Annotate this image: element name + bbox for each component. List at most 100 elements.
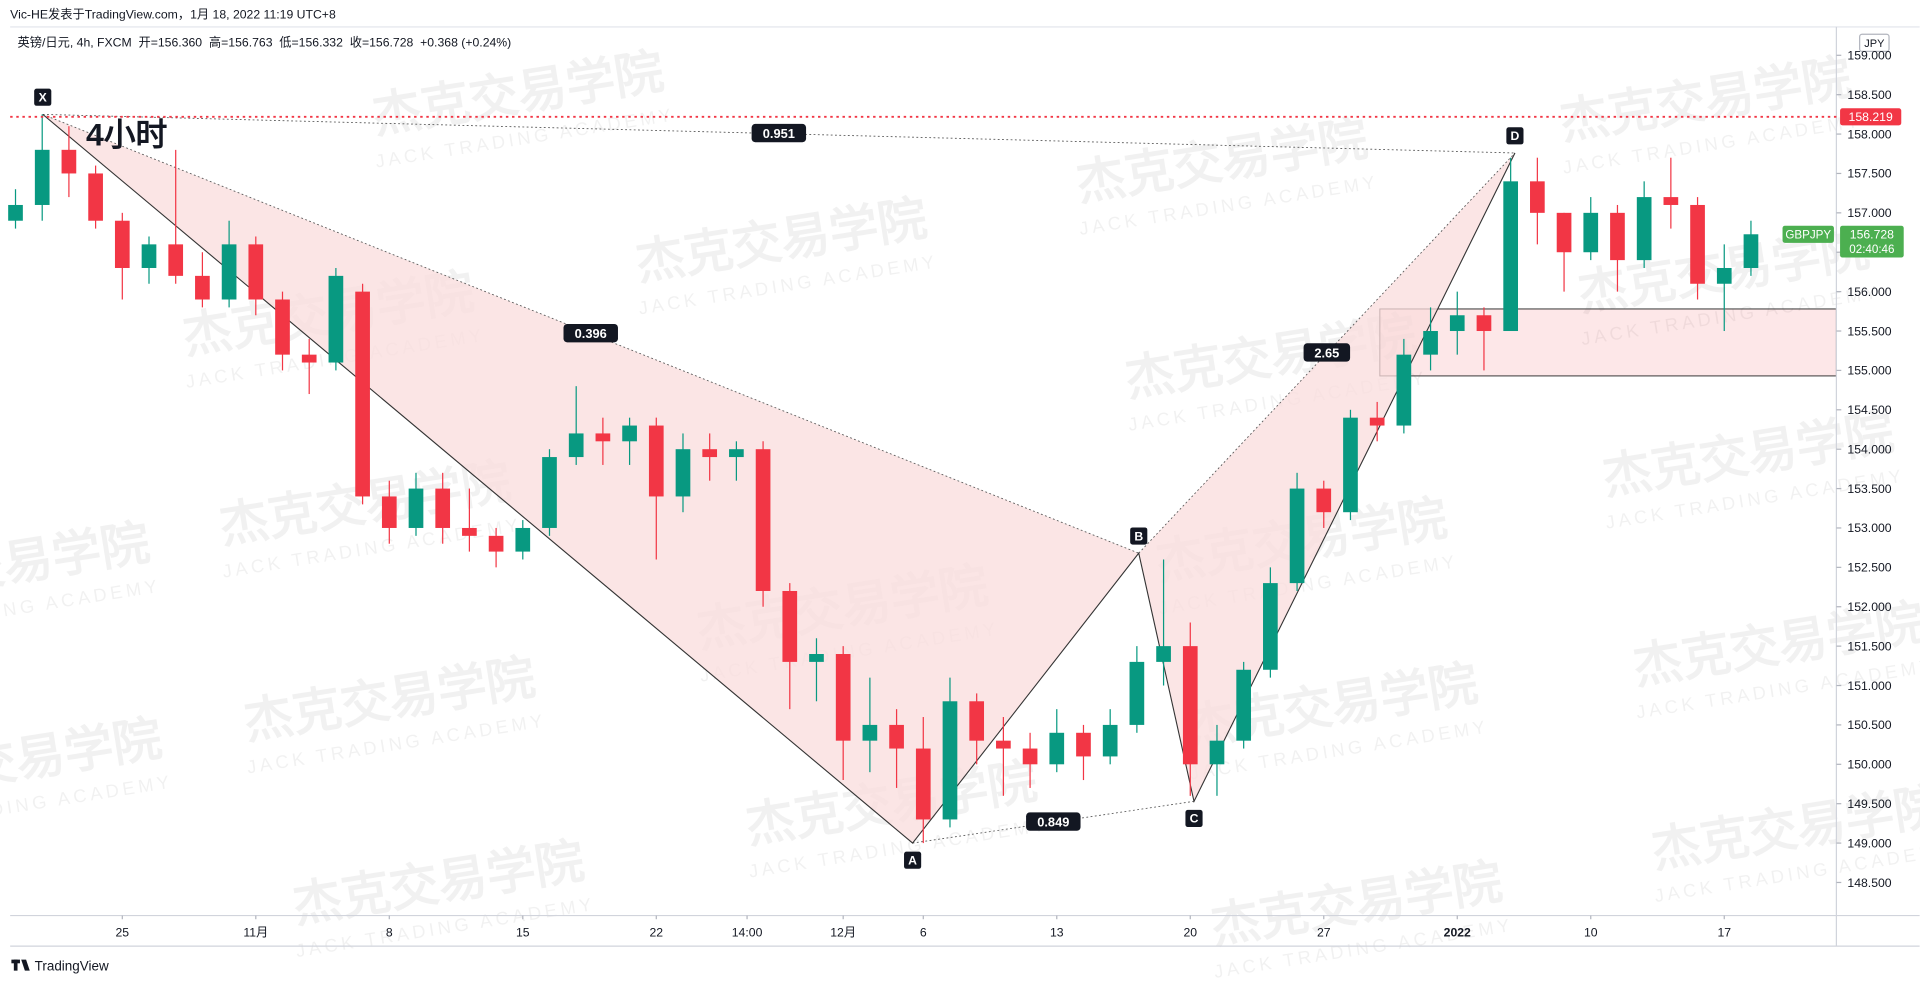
y-tick-label: 155.500 xyxy=(1847,324,1891,338)
ratio-label: 0.396 xyxy=(575,326,607,341)
level-tag xyxy=(1840,108,1902,126)
y-tick-label: 151.500 xyxy=(1847,639,1891,653)
candle-body xyxy=(702,449,718,458)
point-box xyxy=(34,88,52,106)
y-tick-label: 158.000 xyxy=(1847,127,1891,141)
candle-body xyxy=(915,748,931,820)
symbol-line: 英镑/日元, 4h, FXCM 开=156.360 高=156.763 低=15… xyxy=(18,35,512,50)
candle-body xyxy=(328,275,344,363)
pattern-triangle-bcd xyxy=(1138,152,1515,802)
pattern-ratio-line xyxy=(42,113,1515,154)
candle-body xyxy=(1610,212,1625,261)
candle-body xyxy=(1369,417,1385,426)
candle-body xyxy=(542,457,557,528)
candle-body xyxy=(275,299,290,355)
footer-logo xyxy=(11,959,30,971)
candle-body xyxy=(381,496,397,528)
candle-body xyxy=(755,449,771,591)
point-box xyxy=(1506,127,1524,145)
x-tick-label: 11月 xyxy=(243,925,268,939)
ratio-box xyxy=(751,123,807,143)
point-label: D xyxy=(1511,129,1520,143)
countdown-label: 02:40:46 xyxy=(1849,243,1894,256)
candle-body xyxy=(1049,732,1065,765)
x-tick-label: 8 xyxy=(386,925,393,939)
candle-body xyxy=(942,701,958,820)
price-zone xyxy=(1379,308,1837,377)
candle-body xyxy=(462,527,477,536)
candle-body xyxy=(1263,583,1278,670)
point-label: C xyxy=(1190,812,1199,826)
x-tick-label: 14:00 xyxy=(732,925,763,939)
candle-body xyxy=(809,654,824,662)
candle-body xyxy=(1129,661,1145,725)
point-label: A xyxy=(908,854,917,868)
candle-body xyxy=(221,244,237,300)
candle-body xyxy=(8,204,23,221)
symbol-label[interactable]: GBPJPY xyxy=(1785,229,1831,242)
x-tick-label: 17 xyxy=(1717,925,1731,939)
ratio-label: 0.951 xyxy=(763,126,795,141)
candle-body xyxy=(1343,417,1358,513)
candle-body xyxy=(835,654,851,741)
currency-box[interactable] xyxy=(1859,33,1890,53)
timeframe-label: 4小时 xyxy=(86,117,168,153)
candle-body xyxy=(1102,724,1118,757)
x-tick-label: 6 xyxy=(920,925,927,939)
last-price-tag xyxy=(1840,225,1904,258)
y-tick-label: 150.000 xyxy=(1847,758,1891,772)
x-tick-label: 20 xyxy=(1183,925,1197,939)
candle-body xyxy=(515,527,531,552)
candle-body xyxy=(1289,488,1305,584)
candle-body xyxy=(1530,181,1545,213)
symbol-tag[interactable] xyxy=(1782,225,1834,243)
pattern-legs xyxy=(42,113,1516,844)
y-tick-label: 159.000 xyxy=(1847,49,1891,63)
candle-body xyxy=(1396,354,1412,426)
x-tick-label: 2022 xyxy=(1444,925,1471,939)
candle-body xyxy=(969,701,985,741)
candle-body xyxy=(1236,669,1252,741)
y-tick-label: 151.000 xyxy=(1847,679,1891,693)
x-tick-label: 12月 xyxy=(830,925,856,939)
ratio-box xyxy=(1303,343,1351,362)
y-tick-label: 157.000 xyxy=(1847,206,1891,220)
y-tick-label: 154.000 xyxy=(1847,442,1891,456)
candle-body xyxy=(301,354,317,363)
last-price-label: 156.728 xyxy=(1850,228,1894,242)
y-tick-label: 153.000 xyxy=(1847,521,1891,535)
candle-body xyxy=(1156,646,1171,662)
x-tick-label: 13 xyxy=(1050,925,1064,939)
point-label: X xyxy=(39,91,48,105)
candle-body xyxy=(355,291,370,497)
level-label: 158.219 xyxy=(1849,110,1893,124)
candle-body xyxy=(1449,315,1465,332)
y-tick-label: 158.500 xyxy=(1847,88,1891,102)
byline: Vic-HE发表于TradingView.com，1月 18, 2022 11:… xyxy=(10,6,336,21)
y-tick-label: 149.000 xyxy=(1847,836,1891,850)
candle-body xyxy=(195,275,210,300)
candle-body xyxy=(141,244,157,268)
y-tick-label: 148.500 xyxy=(1847,876,1891,890)
candle-body xyxy=(675,449,691,497)
y-tick-label: 154.500 xyxy=(1847,403,1891,417)
candle-body xyxy=(648,425,664,497)
candle-body xyxy=(1182,646,1198,765)
candle-body xyxy=(889,724,904,749)
y-tick-label: 153.500 xyxy=(1847,482,1891,496)
x-tick-label: 22 xyxy=(649,925,663,939)
candle-body xyxy=(488,535,504,552)
candle-body xyxy=(862,724,878,741)
candle-body xyxy=(1503,181,1519,332)
candle-body xyxy=(568,433,584,458)
candle-body xyxy=(1476,315,1492,332)
x-tick-label: 25 xyxy=(116,925,130,939)
candle-body xyxy=(1209,740,1225,765)
ratio-box xyxy=(563,323,618,343)
currency-label[interactable]: JPY xyxy=(1864,38,1885,50)
candle-body xyxy=(114,220,130,268)
candle-body xyxy=(1716,267,1732,284)
ratio-box xyxy=(1026,812,1081,831)
candle-body xyxy=(622,425,637,442)
